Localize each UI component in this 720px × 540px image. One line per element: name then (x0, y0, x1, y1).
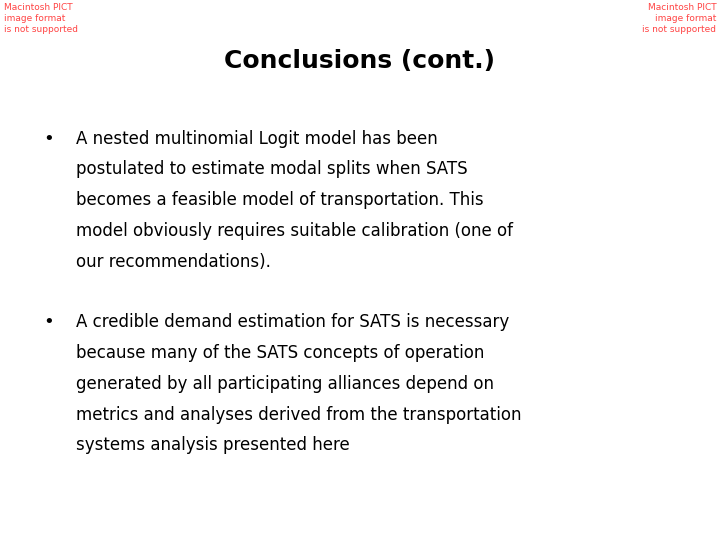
Text: our recommendations).: our recommendations). (76, 253, 271, 271)
Text: •: • (43, 130, 54, 147)
Text: systems analysis presented here: systems analysis presented here (76, 436, 349, 454)
Text: model obviously requires suitable calibration (one of: model obviously requires suitable calibr… (76, 222, 513, 240)
Text: Macintosh PICT
image format
is not supported: Macintosh PICT image format is not suppo… (642, 3, 716, 34)
Text: •: • (43, 313, 54, 331)
Text: Conclusions (cont.): Conclusions (cont.) (225, 49, 495, 72)
Text: A nested multinomial Logit model has been: A nested multinomial Logit model has bee… (76, 130, 437, 147)
Text: A credible demand estimation for SATS is necessary: A credible demand estimation for SATS is… (76, 313, 509, 331)
Text: generated by all participating alliances depend on: generated by all participating alliances… (76, 375, 494, 393)
Text: because many of the SATS concepts of operation: because many of the SATS concepts of ope… (76, 344, 484, 362)
Text: metrics and analyses derived from the transportation: metrics and analyses derived from the tr… (76, 406, 521, 423)
Text: Macintosh PICT
image format
is not supported: Macintosh PICT image format is not suppo… (4, 3, 78, 34)
Text: becomes a feasible model of transportation. This: becomes a feasible model of transportati… (76, 191, 483, 209)
Text: postulated to estimate modal splits when SATS: postulated to estimate modal splits when… (76, 160, 467, 178)
